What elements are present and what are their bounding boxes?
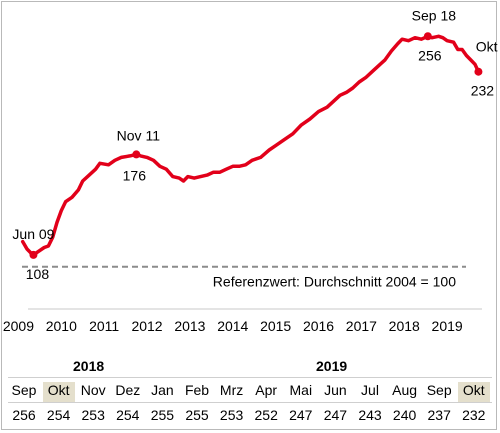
data-point <box>300 124 302 126</box>
data-point <box>232 165 234 167</box>
data-point <box>52 236 54 238</box>
data-point <box>219 171 221 173</box>
data-point <box>146 156 148 158</box>
x-tick-2011: 2011 <box>89 318 119 334</box>
annotation-label: Jun 09 <box>12 226 54 242</box>
data-point <box>43 246 45 249</box>
data-point <box>182 180 185 182</box>
data-point <box>377 65 380 67</box>
series-line-0 <box>20 34 481 257</box>
data-point <box>22 240 24 243</box>
annotation-marker <box>423 32 432 41</box>
annotation-label: Okt 19 <box>476 39 500 55</box>
data-point <box>397 43 399 45</box>
x-tick-2010: 2010 <box>46 318 77 334</box>
data-point <box>152 159 155 161</box>
x-tick-2012: 2012 <box>131 318 162 334</box>
data-point <box>71 196 73 198</box>
data-point <box>206 174 208 176</box>
data-point <box>245 164 247 166</box>
data-point <box>465 54 468 57</box>
data-point <box>165 168 167 170</box>
data-point <box>26 248 28 250</box>
annotation-label: Sep 18 <box>412 7 457 23</box>
data-point <box>82 180 84 182</box>
data-point <box>238 165 240 167</box>
data-point <box>309 118 311 120</box>
x-tick-2018: 2018 <box>389 318 420 334</box>
data-point <box>390 50 392 52</box>
data-point <box>326 106 328 108</box>
x-tick-2013: 2013 <box>174 318 205 334</box>
data-point <box>56 221 58 223</box>
data-point <box>114 159 116 161</box>
data-point <box>420 38 423 40</box>
data-point <box>260 156 262 158</box>
data-point <box>452 41 455 43</box>
data-point <box>431 37 433 39</box>
annotation-value: 256 <box>418 47 442 63</box>
data-point <box>345 91 347 93</box>
data-point <box>358 81 360 83</box>
x-tick-2017: 2017 <box>346 318 377 334</box>
data-point <box>339 94 341 96</box>
data-point <box>178 177 180 179</box>
data-point <box>407 40 410 42</box>
data-point <box>212 171 215 173</box>
data-point <box>317 110 320 113</box>
data-point <box>37 251 39 253</box>
data-point <box>159 165 161 167</box>
data-point <box>401 38 403 40</box>
data-point <box>47 245 50 247</box>
annotation-marker <box>29 250 38 259</box>
data-point <box>470 59 472 61</box>
data-point <box>283 139 285 141</box>
annotation-value: 232 <box>471 83 495 99</box>
data-point <box>332 100 335 102</box>
data-point <box>120 156 122 158</box>
x-tick-2019: 2019 <box>432 318 463 334</box>
reference-label: Referenzwert: Durchschnitt 2004 = 100 <box>213 274 456 290</box>
data-point <box>268 149 270 151</box>
data-point <box>187 175 189 178</box>
data-point <box>446 40 448 42</box>
data-point <box>251 159 253 161</box>
data-point <box>457 48 459 51</box>
x-tick-2009: 2009 <box>3 318 34 334</box>
data-point <box>474 63 476 65</box>
x-tick-2015: 2015 <box>260 318 291 334</box>
x-tick-2014: 2014 <box>217 318 248 334</box>
annotation-label: Nov 11 <box>117 127 161 143</box>
data-point <box>60 209 62 212</box>
data-point <box>461 48 463 51</box>
data-point <box>384 59 386 61</box>
data-point <box>292 133 294 135</box>
data-point <box>88 174 90 176</box>
annotation-value: 176 <box>123 167 147 183</box>
data-point <box>140 155 142 157</box>
annotation-marker <box>132 150 141 159</box>
data-point <box>129 155 131 157</box>
data-point <box>64 201 67 203</box>
data-point <box>371 71 373 73</box>
data-point <box>225 168 227 170</box>
data-point <box>442 37 444 39</box>
data-point <box>437 35 440 37</box>
data-point <box>200 175 202 178</box>
data-point <box>414 37 416 39</box>
data-point <box>77 189 80 191</box>
data-point <box>352 87 354 89</box>
annotation-value: 108 <box>26 266 50 282</box>
data-point <box>365 77 367 79</box>
x-tick-2016: 2016 <box>303 318 334 334</box>
data-point <box>172 175 174 178</box>
data-point <box>275 144 277 147</box>
annotation-marker <box>474 67 483 76</box>
data-point <box>193 177 195 179</box>
data-point <box>99 162 101 164</box>
data-point <box>94 168 97 170</box>
data-point <box>107 164 110 166</box>
